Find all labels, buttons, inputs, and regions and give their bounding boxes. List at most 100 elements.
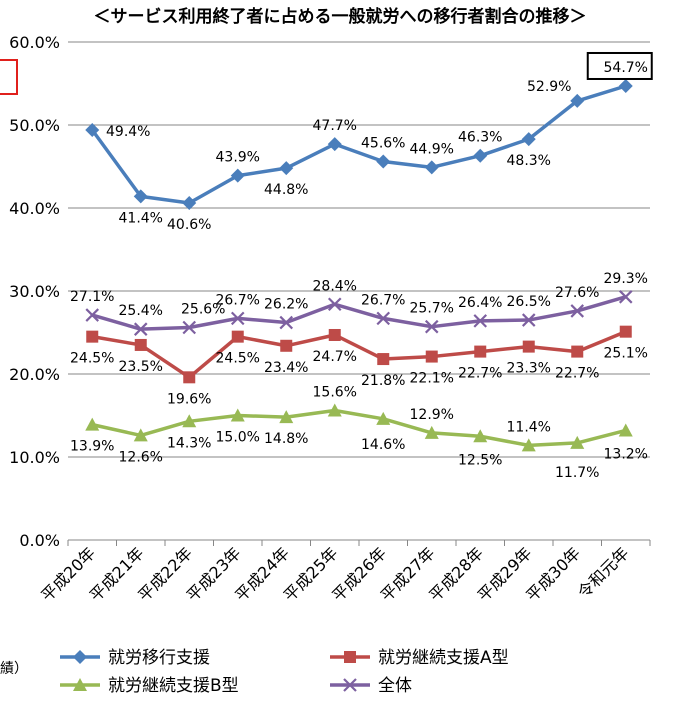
marker-point [183, 371, 196, 384]
legend-label: 就労移行支援 [108, 648, 210, 668]
marker-point [619, 325, 632, 338]
data-label: 52.9% [527, 79, 571, 95]
data-label: 14.6% [361, 437, 405, 453]
marker-point [570, 304, 585, 318]
marker-point [424, 319, 439, 334]
y-tick-label: 0.0% [19, 531, 60, 550]
marker-point [85, 308, 100, 322]
marker-point [230, 408, 245, 422]
marker-point [182, 414, 197, 428]
data-label: 25.7% [410, 301, 454, 317]
marker-point [230, 311, 245, 326]
legend-item: 全体 [330, 676, 412, 696]
data-label: 26.7% [361, 292, 405, 308]
marker-point [85, 417, 100, 431]
x-tick-label: 令和元年 [574, 543, 633, 602]
series-lines [85, 78, 633, 452]
marker-point [327, 297, 342, 312]
data-label: 14.8% [264, 431, 308, 447]
data-label: 27.6% [555, 285, 599, 301]
marker-point [521, 313, 536, 327]
data-label: 47.7% [313, 118, 357, 134]
y-tick-label: 20.0% [9, 365, 60, 384]
marker-point [182, 196, 197, 211]
data-label: 24.7% [313, 349, 357, 365]
marker-point [618, 423, 633, 437]
data-label: 19.6% [167, 391, 211, 407]
data-label: 49.4% [106, 124, 150, 140]
marker-point [86, 330, 99, 343]
y-tick-label: 30.0% [9, 282, 60, 301]
marker-point [522, 340, 535, 353]
series-line [91, 408, 627, 448]
data-label: 40.6% [167, 217, 211, 233]
data-label: 54.7% [604, 60, 648, 76]
data-label: 11.7% [555, 465, 599, 481]
data-label: 25.4% [119, 303, 163, 319]
highlight-box [586, 51, 653, 80]
marker-point [376, 411, 391, 425]
data-label: 15.6% [313, 385, 357, 401]
data-label: 41.4% [119, 210, 163, 226]
data-label: 45.6% [361, 136, 405, 152]
data-label: 22.7% [458, 366, 502, 382]
marker-point [570, 435, 585, 449]
y-tick-label: 40.0% [9, 199, 60, 218]
data-label: 46.3% [458, 130, 502, 146]
marker-point [521, 438, 536, 452]
data-label: 29.3% [604, 271, 648, 287]
data-label: 21.8% [361, 373, 405, 389]
data-label: 15.0% [216, 430, 260, 446]
data-label: 13.2% [604, 446, 648, 462]
marker-point [474, 345, 487, 358]
series-line [90, 84, 627, 205]
marker-point [344, 651, 356, 663]
marker-point [279, 315, 294, 330]
data-label: 13.9% [70, 439, 114, 455]
marker-point [473, 429, 488, 443]
marker-point [424, 425, 439, 439]
data-label: 25.6% [181, 302, 225, 318]
marker-point [73, 650, 87, 664]
data-label: 12.5% [458, 452, 502, 468]
marker-point [618, 78, 633, 93]
marker-point [473, 148, 488, 163]
x-tick-label: 平成30年 [522, 543, 584, 605]
marker-point [231, 330, 244, 343]
marker-point [327, 137, 342, 152]
marker-point [133, 189, 148, 204]
legend-item: 就労継続支援A型 [330, 648, 509, 668]
marker-point [343, 678, 357, 692]
marker-point [571, 345, 584, 358]
marker-point [425, 350, 438, 363]
data-label: 23.5% [119, 359, 163, 375]
data-label: 26.2% [264, 297, 308, 313]
marker-point [279, 161, 294, 176]
data-label: 28.4% [313, 278, 357, 294]
legend-label: 就労継続支援B型 [108, 676, 239, 696]
data-label: 24.5% [70, 351, 114, 367]
left-fragment-text: 績） [0, 661, 28, 677]
marker-point [473, 314, 488, 328]
data-labels: 49.4% 41.4% 40.6% 43.9%44.8% 47.7%45.6% 44.9%… [70, 60, 648, 481]
marker-point [134, 338, 147, 351]
data-label: 24.5% [216, 351, 260, 367]
data-label: 23.3% [507, 361, 551, 377]
marker-point [376, 154, 391, 169]
series-line [91, 295, 627, 331]
legend-item: 就労継続支援B型 [60, 676, 239, 696]
data-label: 22.1% [410, 371, 454, 387]
data-label: 27.1% [70, 289, 114, 305]
marker-point [328, 328, 341, 341]
data-label: 25.1% [604, 346, 648, 362]
marker-point [133, 428, 148, 442]
marker-point [424, 160, 439, 175]
marker-point [85, 122, 100, 137]
data-label: 22.7% [555, 366, 599, 382]
chart-title: ＜サービス利用終了者に占める一般就労への移行者割合の推移＞ [94, 6, 587, 27]
data-label: 23.4% [264, 360, 308, 376]
legend-label: 就労継続支援A型 [378, 648, 509, 668]
red-fragment-box [0, 59, 18, 95]
marker-point [230, 168, 245, 183]
